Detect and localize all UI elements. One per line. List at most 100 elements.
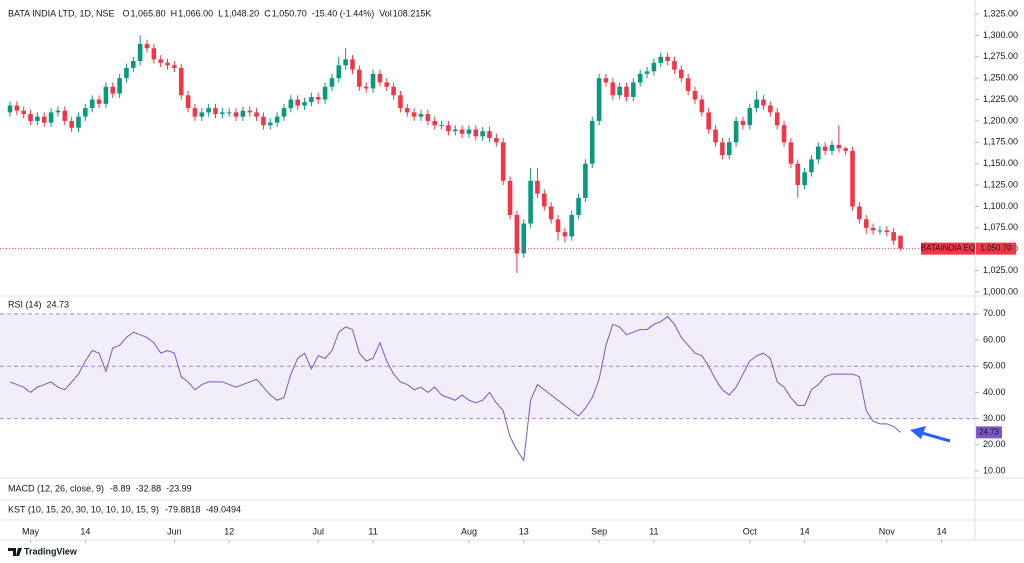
candle-body (363, 86, 369, 89)
candle (891, 227, 896, 245)
candle (473, 125, 479, 141)
y-tick-label: 40.00 (983, 387, 1006, 397)
candle (788, 138, 794, 168)
candle (754, 90, 759, 113)
candle (178, 63, 184, 100)
candle-body (35, 116, 40, 121)
candle (35, 112, 40, 126)
brand-logo (8, 548, 22, 556)
candle-body (391, 86, 396, 96)
candle-body (405, 108, 410, 113)
candle-body (514, 215, 520, 254)
y-tick-label: 50.00 (983, 361, 1006, 371)
y-tick-label: 30.00 (983, 413, 1006, 423)
candle (507, 176, 513, 220)
x-tick-label: 14 (80, 526, 90, 536)
candle-body (816, 146, 821, 160)
candle (151, 43, 157, 64)
x-tick-label: 11 (368, 526, 377, 536)
candle-body (665, 56, 670, 62)
candle-body (843, 148, 848, 151)
candle-body (720, 142, 725, 156)
candle (589, 116, 595, 168)
candle (829, 140, 835, 156)
y-tick-label: 1,025.00 (983, 265, 1018, 275)
candle (411, 108, 417, 121)
candle (185, 90, 191, 113)
candle (706, 108, 711, 134)
candle (41, 112, 47, 127)
candle (733, 116, 739, 147)
candle-body (446, 125, 451, 132)
candle-body (651, 62, 657, 72)
candle (494, 133, 499, 147)
candle (432, 116, 437, 130)
candle-body (315, 96, 321, 100)
candle-body (768, 105, 773, 113)
candle-body (370, 73, 376, 89)
candle-body (535, 180, 540, 194)
candle (137, 35, 143, 66)
candle (679, 65, 684, 83)
candle-body (761, 99, 766, 106)
candle-body (459, 129, 465, 134)
candle-body (754, 99, 759, 109)
candle-body (281, 108, 287, 117)
candle-body (631, 82, 636, 97)
candle (226, 108, 232, 117)
candle-body (220, 112, 225, 115)
candle-body (562, 232, 568, 237)
candle-body (432, 120, 437, 126)
candle-body (21, 110, 26, 115)
candle-body (781, 125, 787, 143)
candle (391, 82, 396, 100)
candle (631, 78, 636, 102)
candle (213, 103, 218, 119)
candle-body (302, 102, 307, 106)
candle (329, 73, 335, 91)
candle-body (569, 215, 574, 237)
candle-body (185, 95, 191, 109)
candle-body (377, 73, 383, 83)
candle (535, 167, 540, 198)
y-tick-label: 1,150.00 (983, 158, 1018, 168)
candle-body (96, 99, 102, 104)
candle (103, 82, 109, 109)
candle-body (89, 99, 95, 109)
candle (596, 73, 602, 126)
candle-body (884, 230, 890, 233)
candle-body (357, 69, 362, 87)
candle (439, 120, 444, 130)
candle-body (137, 43, 143, 62)
candle-body (555, 219, 561, 233)
legend-text: 1,065.80 (131, 8, 166, 18)
candle (870, 223, 876, 235)
candle-body (158, 59, 163, 63)
candle-body (240, 110, 246, 117)
candle-body (425, 114, 431, 121)
brand: TradingView (8, 546, 78, 556)
candle-body (14, 105, 20, 111)
candle-body (336, 65, 342, 79)
candle (48, 108, 54, 127)
candle (850, 146, 855, 211)
candle-body (850, 150, 855, 207)
candle-body (192, 108, 198, 117)
candle-body (891, 232, 896, 241)
candle (877, 226, 883, 235)
legend-text: 108.215K (393, 8, 432, 18)
legend-text: -49.0494 (205, 504, 241, 514)
candle-body (41, 116, 47, 123)
arrow-head (910, 426, 926, 439)
candle-body (822, 146, 828, 151)
candle (55, 106, 61, 117)
candle-body (603, 78, 609, 83)
candle-body (733, 120, 739, 143)
candle-body (343, 59, 348, 66)
legend-text: 24.73 (47, 299, 70, 309)
candle-body (213, 108, 218, 115)
candle-body (131, 61, 136, 68)
candle (110, 82, 116, 98)
candle-body (322, 86, 328, 100)
candle-body (802, 172, 807, 186)
